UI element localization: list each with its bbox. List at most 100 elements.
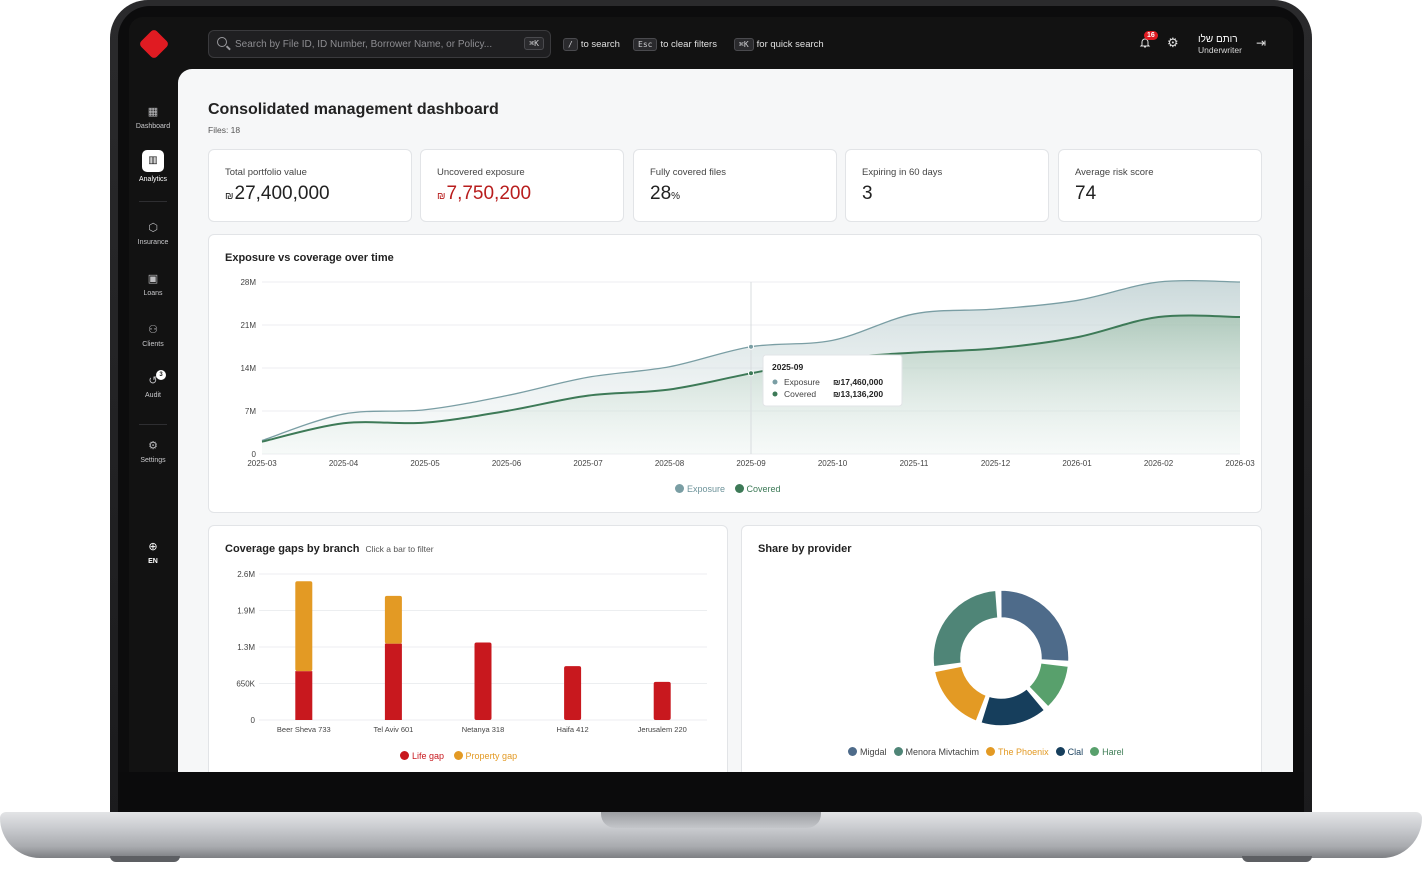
kpi-value: 28% — [650, 183, 680, 205]
exposure-chart[interactable]: 0 7M 14M 21M 28M 2025-03 2025-04 2025-05 2025-06… — [209, 235, 1263, 514]
bar-property-gap — [295, 581, 313, 672]
currency-symbol: ₪ — [437, 191, 446, 202]
x-tick-label: 2025-08 — [655, 459, 685, 468]
chart-title: Exposure vs coverage over time — [225, 252, 394, 264]
tooltip-value: ₪13,136,200 — [833, 389, 883, 399]
tooltip-dot — [772, 391, 778, 397]
tooltip-title: 2025-09 — [772, 362, 803, 372]
chart-title: Coverage gaps by branch Click a bar to fi… — [225, 543, 434, 555]
kpi-label: Uncovered exposure — [437, 167, 525, 178]
sidebar-item-clients[interactable]: ⚇ Clients — [129, 323, 177, 348]
chart-title-text: Coverage gaps by branch — [225, 543, 360, 555]
bar-property-gap — [384, 595, 402, 644]
legend-item-covered[interactable]: Covered — [734, 484, 781, 494]
legend-dot — [675, 484, 684, 493]
gear-icon[interactable]: ⚙ — [1167, 35, 1179, 50]
legend-dot — [1055, 747, 1065, 756]
kpi-number: 7,750,200 — [446, 183, 532, 204]
x-tick-label: Netanya 318 — [462, 725, 505, 734]
legend-item-migdal[interactable]: Migdal — [848, 747, 887, 757]
language-switcher[interactable]: ⊕ EN — [129, 540, 177, 565]
sidebar-item-settings[interactable]: ⚙ Settings — [129, 439, 177, 464]
globe-icon: ⊕ — [148, 541, 158, 553]
sidebar-item-audit[interactable]: ↺ 3 Audit — [129, 370, 177, 399]
laptop-notch — [601, 812, 821, 828]
legend-item-life-gap[interactable]: Life gap — [400, 751, 444, 761]
y-tick-label: 0 — [251, 716, 256, 725]
main-content: Consolidated management dashboard Files:… — [178, 69, 1293, 772]
legend-item-clal[interactable]: Clal — [1055, 747, 1083, 757]
sidebar-item-dashboard[interactable]: ▦ Dashboard — [129, 105, 177, 130]
search-icon — [217, 37, 227, 47]
legend-item-the-phoenix[interactable]: The Phoenix — [986, 747, 1049, 757]
search-shortcut-key: ⌘K — [524, 37, 544, 50]
bar-life-gap — [295, 671, 313, 720]
tooltip-value: ₪17,460,000 — [833, 377, 883, 387]
x-tick-label: 2026-02 — [1144, 459, 1174, 468]
x-tick-label: 2025-04 — [329, 459, 359, 468]
provider-donut-chart[interactable] — [742, 526, 1263, 766]
legend-item-menora-mivtachim[interactable]: Menora Mivtachim — [893, 747, 979, 757]
legend-dot — [400, 751, 409, 760]
search-input[interactable] — [235, 36, 505, 52]
legend-label: Property gap — [465, 751, 518, 761]
provider-share-card: Share by provider Migdal Menora Mivtachim… — [741, 525, 1262, 772]
kpi-value: 74 — [1075, 183, 1096, 205]
page-subtitle: Files: 18 — [208, 125, 241, 135]
search-box[interactable]: ⌘K — [208, 30, 551, 58]
kpi-card-total-portfolio[interactable]: Total portfolio value ₪27,400,000 — [208, 149, 412, 222]
logout-icon[interactable]: ⇥ — [1256, 36, 1267, 50]
tooltip-series-name: Covered — [784, 389, 816, 399]
x-tick-label: 2026-01 — [1062, 459, 1092, 468]
bar-chart-legend: Life gap Property gap — [400, 751, 524, 761]
x-tick-label: Tel Aviv 601 — [373, 725, 413, 734]
hint-key: Esc — [633, 38, 658, 51]
grid-icon: ▦ — [147, 106, 159, 118]
chart-note: Click a bar to filter — [365, 544, 434, 554]
legend-item-harel[interactable]: Harel — [1090, 747, 1124, 757]
y-tick-label: 21M — [240, 321, 256, 330]
audit-badge: 3 — [156, 370, 166, 380]
donut-slice-the-phoenix — [933, 665, 988, 723]
kpi-card-fully-covered[interactable]: Fully covered files 28% — [633, 149, 837, 222]
coverage-gaps-chart[interactable]: 0 650K 1.3M 1.9M 2.6M Beer Sheva 733 Tel Aviv … — [209, 526, 729, 766]
tooltip-series-name: Exposure — [784, 377, 820, 387]
legend-dot — [734, 484, 744, 493]
sidebar-item-analytics[interactable]: ▥ Analytics — [129, 150, 177, 183]
kpi-number: 27,400,000 — [234, 183, 330, 204]
sidebar-item-label: Clients — [142, 341, 164, 348]
sidebar-item-insurance[interactable]: ⬡ Insurance — [129, 221, 177, 246]
legend-dot — [893, 747, 903, 756]
kpi-card-risk-score[interactable]: Average risk score 74 — [1058, 149, 1262, 222]
y-tick-label: 1.3M — [237, 643, 255, 652]
user-role: Underwriter — [1198, 45, 1242, 55]
kpi-label: Total portfolio value — [225, 167, 307, 178]
kpi-card-uncovered-exposure[interactable]: Uncovered exposure ₪7,750,200 — [420, 149, 624, 222]
kpi-label: Expiring in 60 days — [862, 167, 943, 178]
legend-item-property-gap[interactable]: Property gap — [453, 751, 518, 761]
hint-text: for quick search — [756, 39, 824, 50]
sidebar-item-label: Dashboard — [135, 123, 171, 130]
tooltip-dot — [772, 379, 778, 385]
hint-quick-search: ⌘K for quick search — [734, 38, 824, 51]
bar-chart-icon: ▥ — [142, 150, 164, 172]
legend-label: Life gap — [412, 751, 445, 761]
sidebar-item-label: Audit — [145, 392, 161, 399]
chart-title: Share by provider — [758, 543, 852, 555]
user-name[interactable]: רותם שלו — [1198, 34, 1238, 45]
donut-legend: Migdal Menora Mivtachim The Phoenix Clal Har… — [848, 747, 1131, 757]
x-tick-label: 2025-06 — [492, 459, 522, 468]
kpi-number: 28 — [650, 183, 672, 204]
kpi-card-expiring[interactable]: Expiring in 60 days 3 — [845, 149, 1049, 222]
sidebar-item-loans[interactable]: ▣ Loans — [129, 272, 177, 297]
laptop-foot — [1242, 856, 1312, 862]
x-tick-label: Beer Sheva 733 — [277, 725, 331, 734]
y-tick-label: 0 — [252, 450, 257, 459]
sidebar-item-label: Insurance — [137, 239, 169, 246]
bar-life-gap — [564, 666, 582, 720]
y-tick-label: 2.6M — [237, 570, 255, 579]
donut-slice-menora-mivtachim — [932, 589, 999, 668]
legend-item-exposure[interactable]: Exposure — [675, 484, 725, 494]
kpi-value: ₪7,750,200 — [437, 183, 531, 205]
app-logo[interactable] — [138, 28, 170, 60]
